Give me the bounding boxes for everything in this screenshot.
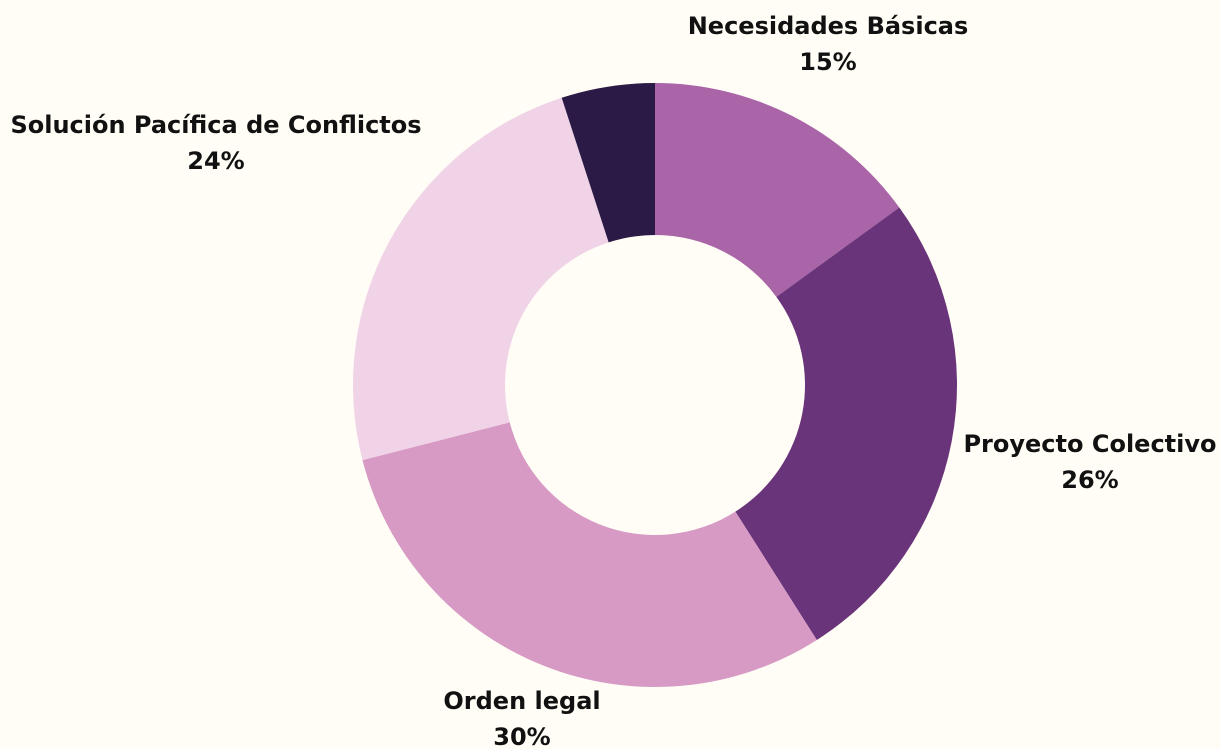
slice-value-label: 26% bbox=[1061, 466, 1118, 494]
slice-value-label: 30% bbox=[493, 723, 550, 749]
slice-label: Necesidades Básicas bbox=[688, 12, 969, 40]
donut-slice bbox=[362, 422, 817, 688]
slice-label: Proyecto Colectivo bbox=[963, 430, 1216, 458]
donut-slice bbox=[655, 83, 900, 297]
slice-value-label: 15% bbox=[799, 48, 856, 76]
donut-slice bbox=[561, 83, 655, 243]
slice-label: Solución Pacífica de Conflictos bbox=[10, 111, 421, 139]
slice-label: Orden legal bbox=[443, 687, 600, 715]
slice-value-label: 24% bbox=[187, 147, 244, 175]
donut-slice bbox=[353, 97, 609, 461]
donut-slice bbox=[735, 207, 958, 640]
